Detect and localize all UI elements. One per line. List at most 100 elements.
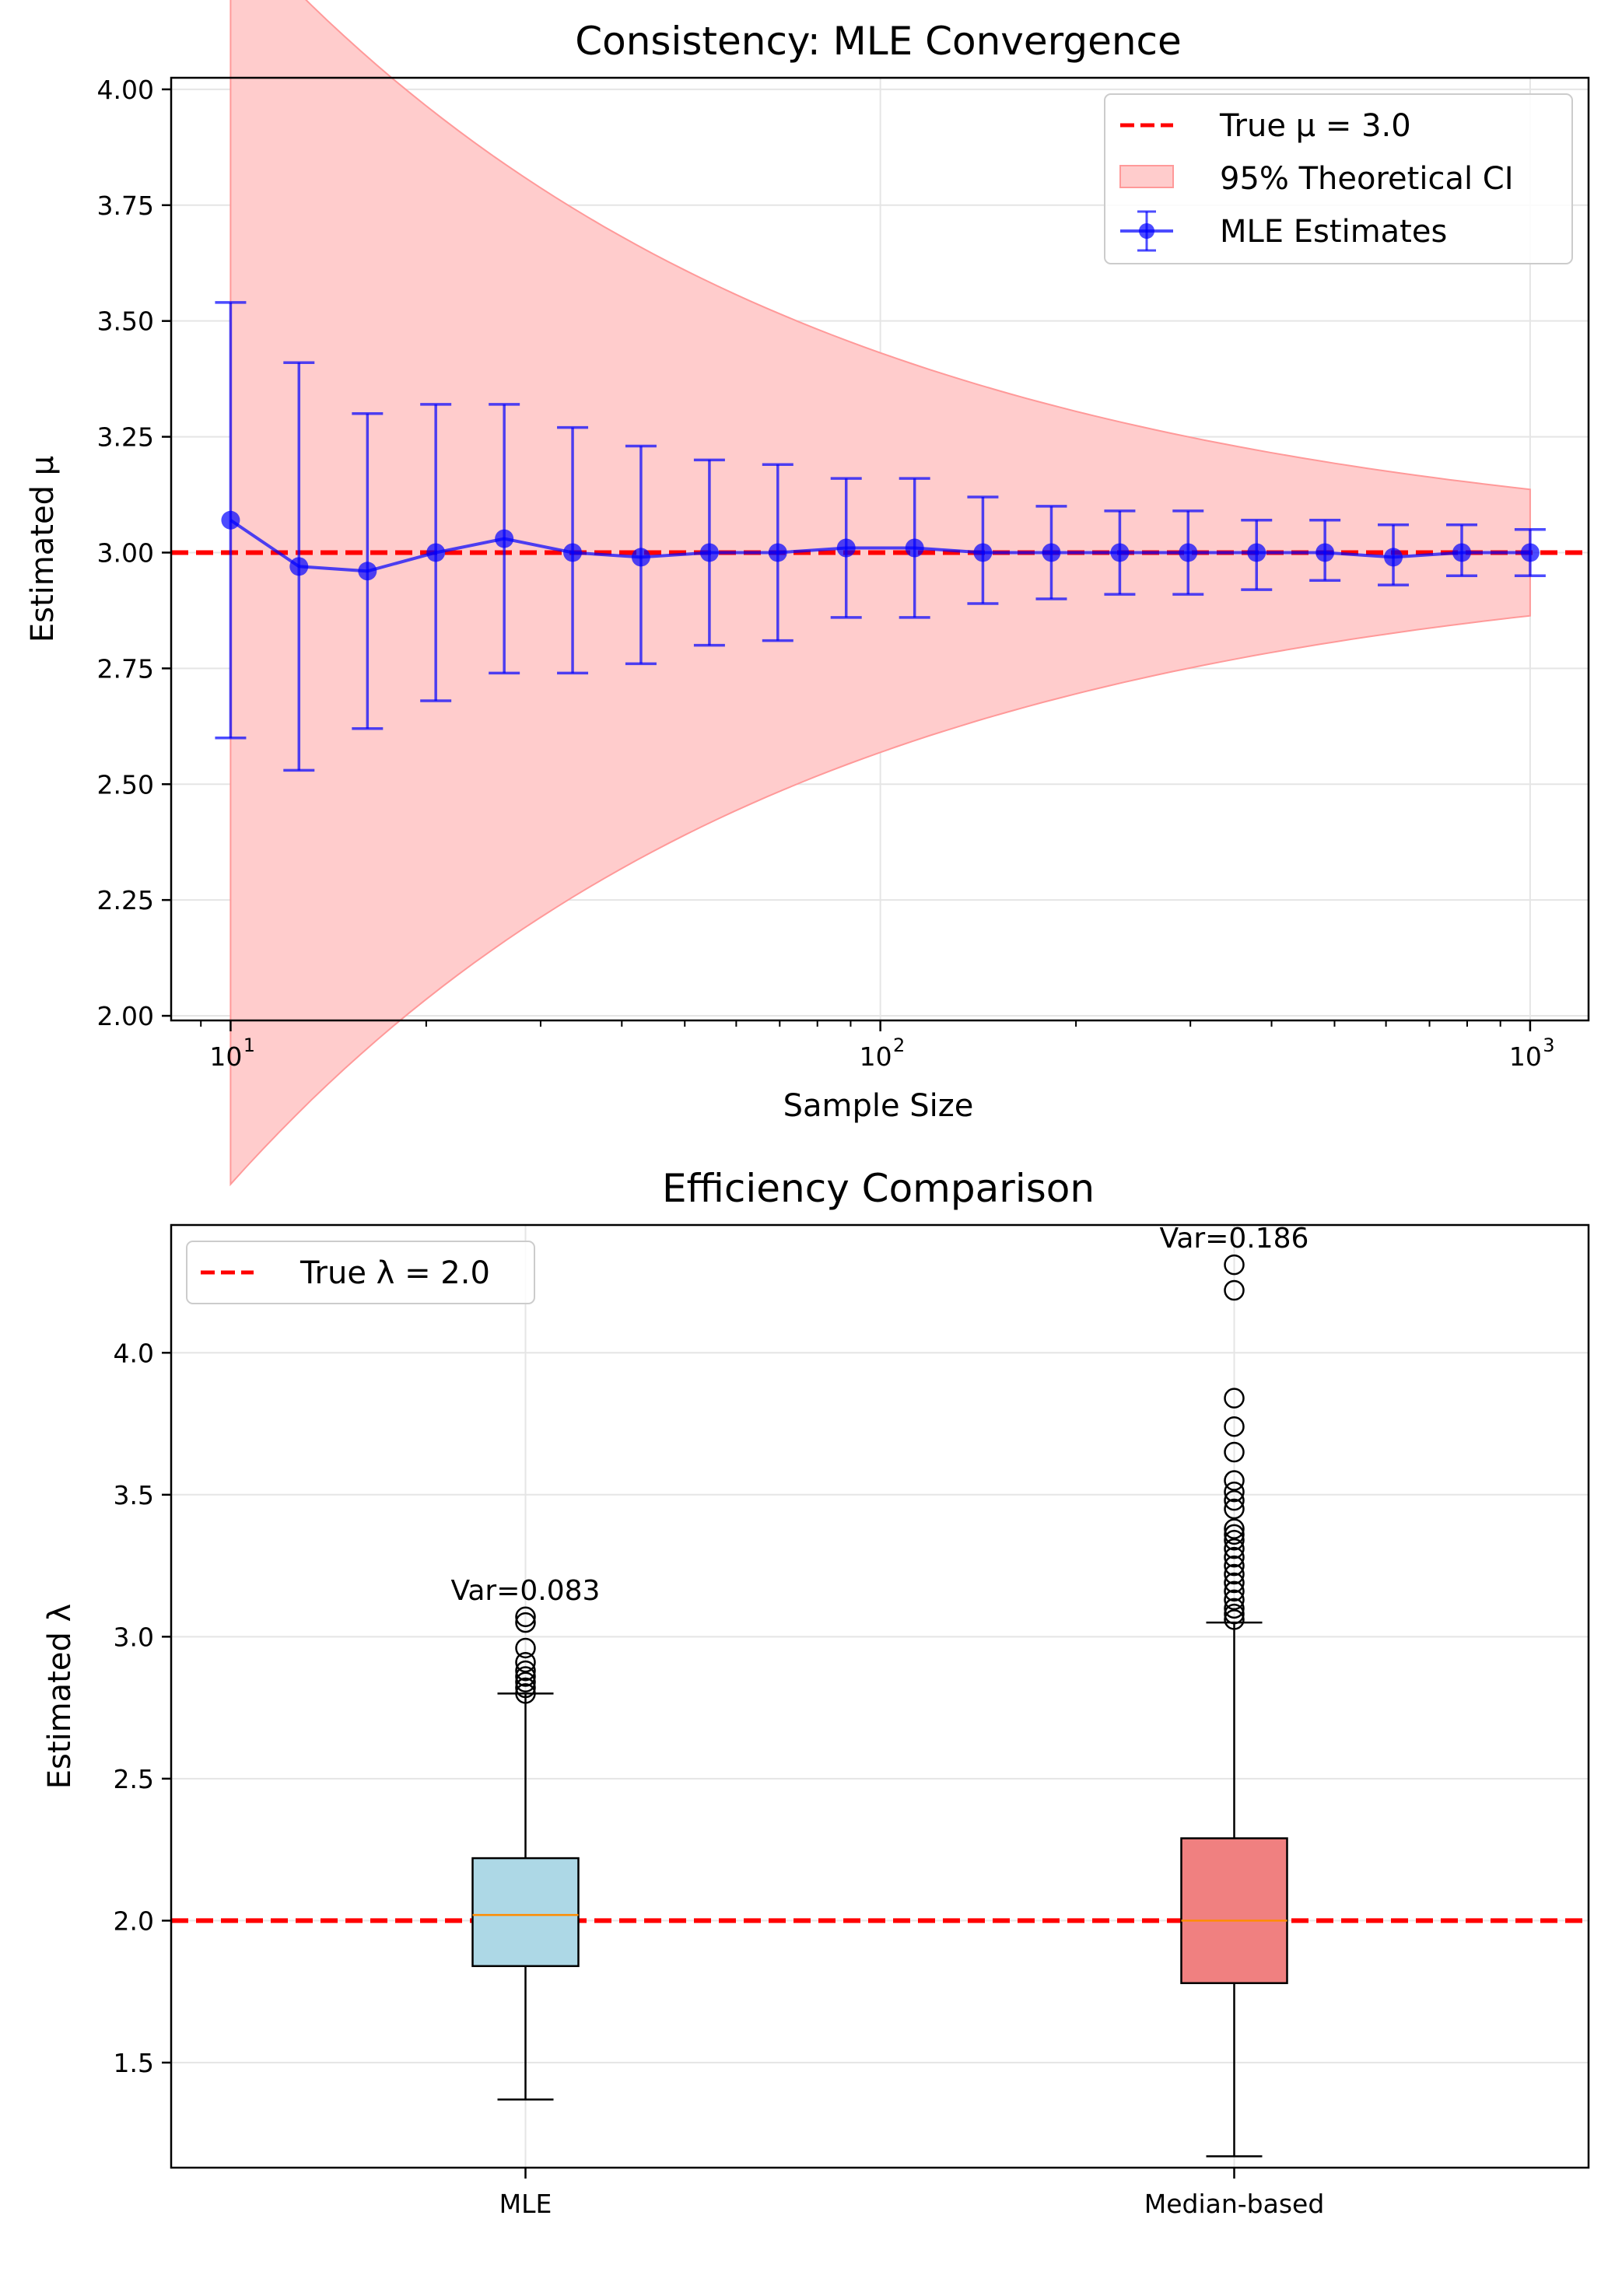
chart1-xtick-exp-0: 1 xyxy=(243,1034,255,1056)
mle-point-15 xyxy=(1247,543,1266,562)
chart2-legend: True λ = 2.0 xyxy=(186,1241,535,1304)
chart1-y-ticks: 2.00 2.25 2.50 2.75 3.00 3.25 3.50 3.75 4.00 xyxy=(97,75,171,1031)
chart2-xtick-label-0: MLE xyxy=(499,2189,552,2219)
chart1-ytick-label-5: 3.25 xyxy=(97,422,154,453)
chart1-ytick-label-1: 2.25 xyxy=(97,885,154,915)
median-based-outlier-2 xyxy=(1224,1598,1245,1619)
chart1-ytick-label-0: 2.00 xyxy=(97,1001,154,1031)
mle-point-3 xyxy=(426,543,446,562)
chart1-ytick-label-2: 2.50 xyxy=(97,769,154,800)
mle-outlier-3 xyxy=(515,1666,536,1687)
median-based-outlier-4 xyxy=(1224,1580,1245,1602)
mle-point-2 xyxy=(358,562,377,581)
chart2-ytick-label-5: 4.0 xyxy=(114,1338,154,1368)
mle-point-1 xyxy=(289,557,309,576)
median-based-outlier-14 xyxy=(1224,1489,1245,1511)
mle-point-4 xyxy=(495,529,514,548)
chart1-ytick-label-6: 3.50 xyxy=(97,306,154,337)
chart1-ci-area xyxy=(229,0,1531,1187)
chart2-axes-frame xyxy=(170,1223,1590,2169)
chart1-ytick-label-8: 4.00 xyxy=(97,75,154,105)
chart1-ci-band xyxy=(229,0,1531,1187)
mle-point-8 xyxy=(768,543,787,562)
legend-ci-label: 95% Theoretical CI xyxy=(1220,161,1514,197)
median-based-outlier-20 xyxy=(1224,1279,1245,1301)
mle-outlier-5 xyxy=(515,1651,536,1673)
mle-point-5 xyxy=(563,543,583,562)
median-based-outlier-18 xyxy=(1224,1416,1245,1437)
chart2-title: Efficiency Comparison xyxy=(662,1166,1095,1211)
median-based-outlier-7 xyxy=(1224,1555,1245,1577)
mle-variance-label: Var=0.083 xyxy=(451,1575,601,1607)
efficiency-chart: Efficiency Comparison Var=0.083 Var=0.186… xyxy=(42,1166,1590,2219)
mle-outlier-0 xyxy=(515,1683,536,1704)
chart2-ytick-label-1: 2.0 xyxy=(114,1906,154,1936)
mle-outlier-1 xyxy=(515,1677,536,1699)
median-based-outlier-21 xyxy=(1224,1254,1245,1276)
mle-point-16 xyxy=(1315,543,1335,562)
consistency-chart: Consistency: MLE Convergence 2.00 2.25 2.5… xyxy=(25,0,1590,1187)
median-based-outlier-3 xyxy=(1224,1589,1245,1611)
legend-mle-marker xyxy=(1139,223,1154,239)
mle-point-12 xyxy=(1042,543,1061,562)
mle-outlier-8 xyxy=(515,1606,536,1628)
chart2-y-label: Estimated λ xyxy=(42,1604,78,1789)
mle-outlier-4 xyxy=(515,1660,536,1682)
mle-point-0 xyxy=(221,510,240,530)
chart2-ytick-label-3: 3.0 xyxy=(114,1622,154,1652)
chart1-ytick-label-7: 3.75 xyxy=(97,191,154,221)
chart1-xtick-exp-2: 3 xyxy=(1543,1034,1554,1056)
median-based-outlier-16 xyxy=(1224,1470,1245,1491)
median-based-outlier-10 xyxy=(1224,1529,1245,1551)
chart1-y-label: Estimated μ xyxy=(25,456,61,642)
median-based-outlier-8 xyxy=(1224,1546,1245,1568)
chart1-legend-box xyxy=(1104,93,1573,264)
legend-ci-swatch xyxy=(1119,165,1174,188)
mle-outlier-2 xyxy=(515,1671,536,1692)
chart1-ytick-label-4: 3.00 xyxy=(97,537,154,568)
mle-point-14 xyxy=(1179,543,1198,562)
legend-true-mu-label: True μ = 3.0 xyxy=(1219,108,1411,144)
legend-true-lambda-label: True λ = 2.0 xyxy=(300,1255,490,1291)
median-based-outlier-17 xyxy=(1224,1441,1245,1463)
chart2-ytick-label-4: 3.5 xyxy=(114,1480,154,1510)
chart1-xtick-exp-1: 2 xyxy=(893,1034,905,1056)
chart1-title: Consistency: MLE Convergence xyxy=(575,19,1182,64)
median-based-outlier-11 xyxy=(1224,1524,1245,1545)
chart2-xtick-label-1: Median-based xyxy=(1144,2189,1325,2219)
chart2-x-ticks: MLE Median-based xyxy=(499,2168,1325,2219)
median-based-outlier-9 xyxy=(1224,1538,1245,1559)
chart1-legend: True μ = 3.0 95% Theoretical CI MLE Esti… xyxy=(1104,93,1573,264)
chart1-series xyxy=(215,301,1546,772)
mle-estimates-line xyxy=(229,519,1530,573)
mle-outlier-7 xyxy=(515,1612,536,1633)
chart1-xtick-label-2: 10 xyxy=(1509,1041,1542,1072)
median-based-outlier-19 xyxy=(1224,1388,1245,1409)
median-based-box xyxy=(1180,1837,1288,1984)
mle-point-17 xyxy=(1384,548,1403,567)
chart1-xtick-label-1: 10 xyxy=(860,1041,892,1072)
chart2-y-ticks: 1.5 2.0 2.5 3.0 3.5 4.0 xyxy=(114,1338,171,2078)
chart2-ytick-label-0: 1.5 xyxy=(114,2048,154,2078)
mle-point-13 xyxy=(1110,543,1130,562)
median-based-outlier-13 xyxy=(1224,1498,1245,1520)
median-based-outlier-6 xyxy=(1224,1563,1245,1585)
mle-point-18 xyxy=(1452,543,1472,562)
mle-outlier-6 xyxy=(515,1637,536,1659)
median-based-outlier-0 xyxy=(1224,1609,1245,1630)
mle-box xyxy=(471,1857,580,1968)
median-based-outlier-5 xyxy=(1224,1572,1245,1594)
mle-point-7 xyxy=(699,543,719,562)
mle-point-9 xyxy=(836,538,856,558)
legend-mle-label: MLE Estimates xyxy=(1220,214,1447,250)
chart2-legend-box xyxy=(186,1241,535,1304)
median-based-outlier-15 xyxy=(1224,1481,1245,1503)
chart1-x-label: Sample Size xyxy=(783,1088,974,1124)
mle-point-11 xyxy=(973,543,993,562)
chart1-ytick-label-3: 2.75 xyxy=(97,653,154,684)
median-based-variance-label: Var=0.186 xyxy=(1160,1223,1309,1255)
chart1-x-ticks: 10 1 10 2 10 3 xyxy=(200,1020,1555,1072)
median-based-outlier-12 xyxy=(1224,1518,1245,1539)
mle-point-6 xyxy=(631,548,650,567)
